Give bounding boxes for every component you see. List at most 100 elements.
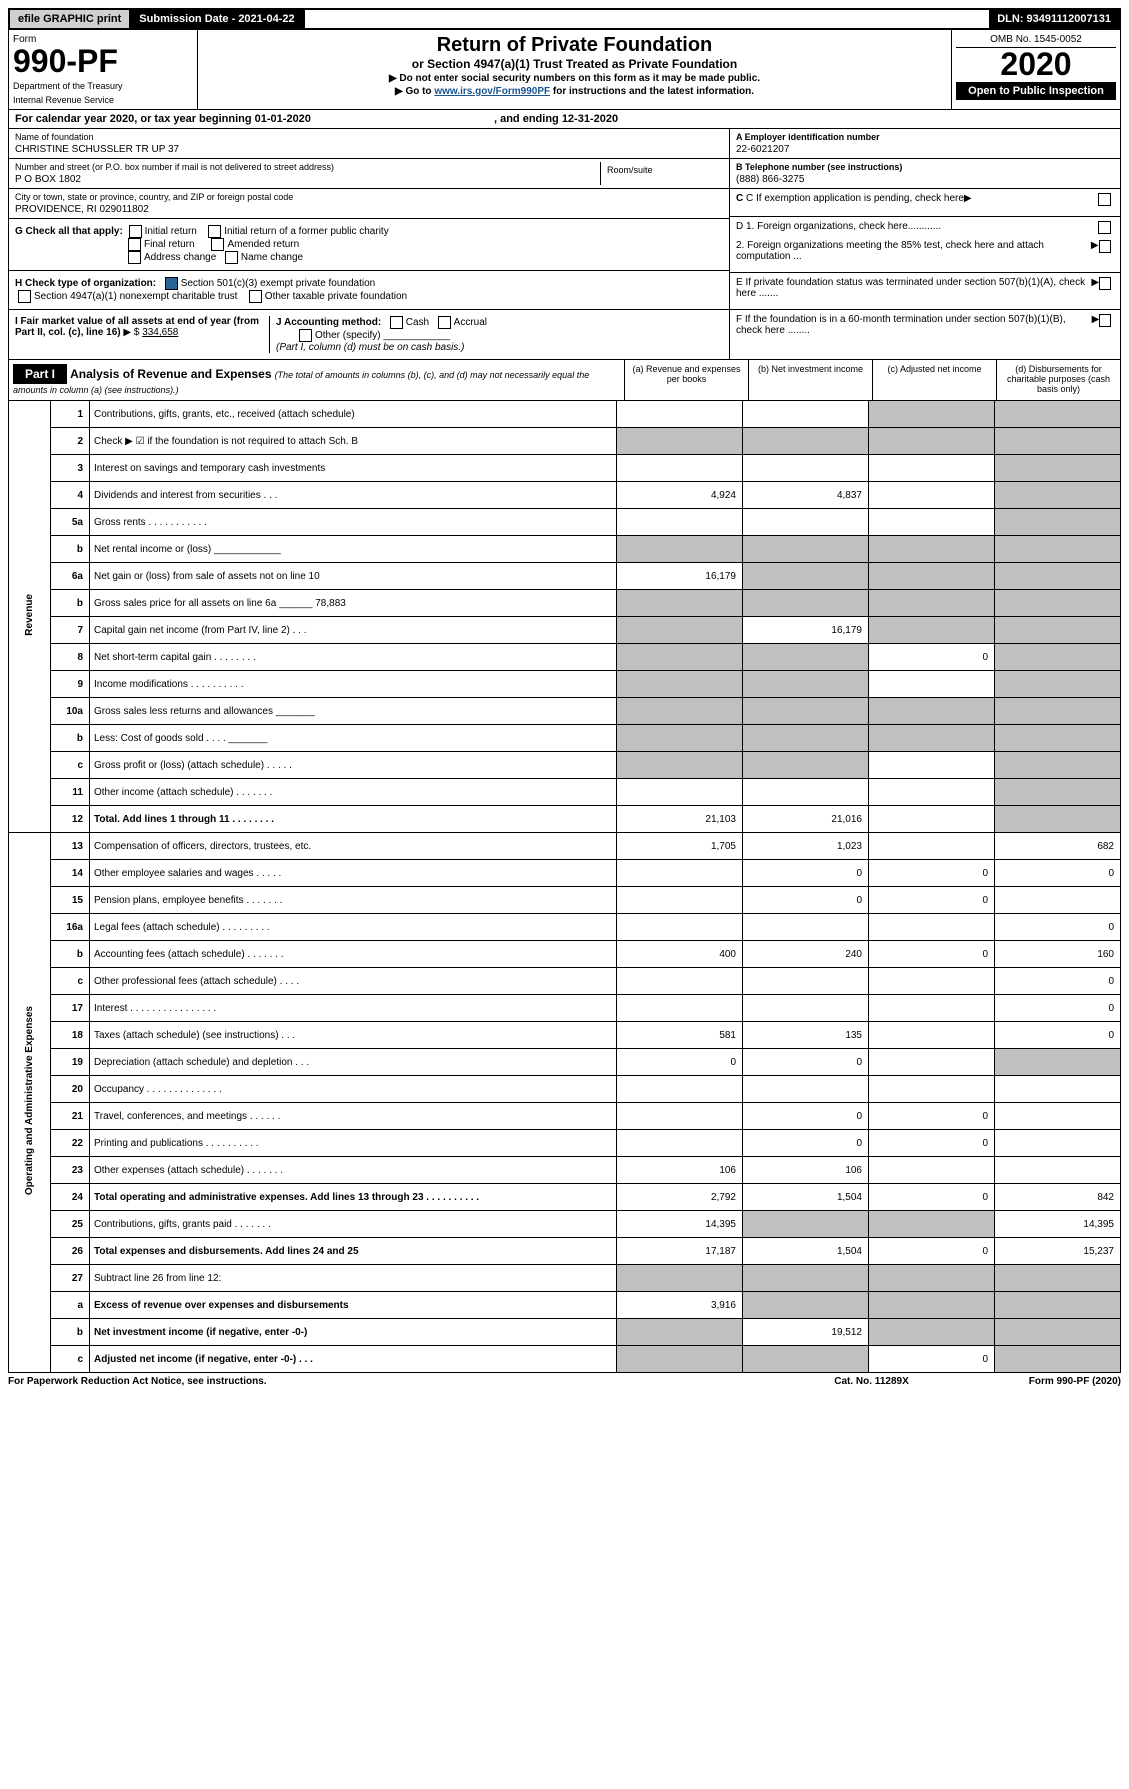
table-row: 16aLegal fees (attach schedule) . . . . … [9, 914, 1121, 941]
city-value: PROVIDENCE, RI 029011802 [15, 204, 723, 215]
ssn-warning: ▶ Do not enter social security numbers o… [202, 73, 947, 84]
address-value: P O BOX 1802 [15, 174, 600, 185]
line-desc: Total operating and administrative expen… [90, 1184, 617, 1211]
table-row: 4Dividends and interest from securities … [9, 482, 1121, 509]
page-footer: For Paperwork Reduction Act Notice, see … [8, 1373, 1121, 1390]
table-row: 21Travel, conferences, and meetings . . … [9, 1103, 1121, 1130]
revenue-side-label: Revenue [9, 401, 51, 833]
line-desc: Accounting fees (attach schedule) . . . … [90, 941, 617, 968]
other-method-checkbox[interactable] [299, 329, 312, 342]
table-row: bNet investment income (if negative, ent… [9, 1319, 1121, 1346]
col-b-header: (b) Net investment income [748, 360, 872, 400]
table-row: Revenue1Contributions, gifts, grants, et… [9, 401, 1121, 428]
initial-return-checkbox[interactable] [129, 225, 142, 238]
submission-date-button[interactable]: Submission Date - 2021-04-22 [131, 10, 304, 28]
501c3-checkbox[interactable] [165, 277, 178, 290]
catalog-number: Cat. No. 11289X [834, 1376, 908, 1387]
irs-link[interactable]: www.irs.gov/Form990PF [434, 86, 550, 97]
line-desc: Other expenses (attach schedule) . . . .… [90, 1157, 617, 1184]
table-row: 2Check ▶ ☑ if the foundation is not requ… [9, 428, 1121, 455]
foundation-name: CHRISTINE SCHUSSLER TR UP 37 [15, 144, 723, 155]
line-desc: Gross profit or (loss) (attach schedule)… [90, 752, 617, 779]
line-desc: Total expenses and disbursements. Add li… [90, 1238, 617, 1265]
f-label: F If the foundation is in a 60-month ter… [736, 314, 1092, 336]
table-row: 15Pension plans, employee benefits . . .… [9, 887, 1121, 914]
c-checkbox[interactable] [1098, 193, 1111, 206]
amended-return-checkbox[interactable] [211, 238, 224, 251]
4947-checkbox[interactable] [18, 290, 31, 303]
table-row: 5aGross rents . . . . . . . . . . . [9, 509, 1121, 536]
foundation-name-label: Name of foundation [15, 132, 723, 142]
table-row: cGross profit or (loss) (attach schedule… [9, 752, 1121, 779]
table-row: 11Other income (attach schedule) . . . .… [9, 779, 1121, 806]
calendar-year-row: For calendar year 2020, or tax year begi… [8, 110, 1121, 129]
line-desc: Gross sales less returns and allowances … [90, 698, 617, 725]
line-desc: Legal fees (attach schedule) . . . . . .… [90, 914, 617, 941]
c-label: C If exemption application is pending, c… [746, 193, 964, 204]
line-desc: Gross rents . . . . . . . . . . . [90, 509, 617, 536]
expenses-side-label: Operating and Administrative Expenses [9, 833, 51, 1373]
table-row: 24Total operating and administrative exp… [9, 1184, 1121, 1211]
part1-title: Analysis of Revenue and Expenses [70, 367, 271, 381]
line-desc: Less: Cost of goods sold . . . . _______ [90, 725, 617, 752]
table-row: 6aNet gain or (loss) from sale of assets… [9, 563, 1121, 590]
fmv-value: 334,658 [142, 327, 178, 338]
initial-former-checkbox[interactable] [208, 225, 221, 238]
dln-label: DLN: 93491112007131 [989, 10, 1119, 28]
efile-button[interactable]: efile GRAPHIC print [10, 10, 131, 28]
line-desc: Check ▶ ☑ if the foundation is not requi… [90, 428, 617, 455]
open-inspection-badge: Open to Public Inspection [956, 82, 1116, 100]
line-desc: Interest . . . . . . . . . . . . . . . . [90, 995, 617, 1022]
d1-checkbox[interactable] [1098, 221, 1111, 234]
table-row: 18Taxes (attach schedule) (see instructi… [9, 1022, 1121, 1049]
table-row: 19Depreciation (attach schedule) and dep… [9, 1049, 1121, 1076]
form-subtitle: or Section 4947(a)(1) Trust Treated as P… [202, 57, 947, 71]
final-return-checkbox[interactable] [128, 238, 141, 251]
address-change-checkbox[interactable] [128, 251, 141, 264]
phone-label: B Telephone number (see instructions) [736, 162, 1114, 172]
col-a-header: (a) Revenue and expenses per books [624, 360, 748, 400]
i-label: I Fair market value of all assets at end… [15, 316, 259, 338]
line-desc: Printing and publications . . . . . . . … [90, 1130, 617, 1157]
table-row: bAccounting fees (attach schedule) . . .… [9, 941, 1121, 968]
d1-label: D 1. Foreign organizations, check here [736, 221, 908, 232]
line-desc: Adjusted net income (if negative, enter … [90, 1346, 617, 1373]
tax-year: 2020 [956, 48, 1116, 80]
line-desc: Income modifications . . . . . . . . . . [90, 671, 617, 698]
dept-treasury: Department of the Treasury [13, 81, 193, 91]
paperwork-notice: For Paperwork Reduction Act Notice, see … [8, 1376, 267, 1387]
line-desc: Subtract line 26 from line 12: [90, 1265, 617, 1292]
line-desc: Net rental income or (loss) ____________ [90, 536, 617, 563]
info-section: Name of foundation CHRISTINE SCHUSSLER T… [8, 129, 1121, 360]
table-row: aExcess of revenue over expenses and dis… [9, 1292, 1121, 1319]
accrual-checkbox[interactable] [438, 316, 451, 329]
i-j-row: I Fair market value of all assets at end… [9, 310, 729, 359]
f-checkbox[interactable] [1099, 314, 1111, 327]
ein-label: A Employer identification number [736, 132, 1114, 142]
e-checkbox[interactable] [1099, 277, 1111, 290]
city-label: City or town, state or province, country… [15, 192, 723, 202]
table-row: 27Subtract line 26 from line 12: [9, 1265, 1121, 1292]
g-check-row: G Check all that apply: Initial return I… [9, 219, 729, 271]
phone-value: (888) 866-3275 [736, 174, 1114, 185]
table-row: bNet rental income or (loss) ___________… [9, 536, 1121, 563]
line-desc: Net gain or (loss) from sale of assets n… [90, 563, 617, 590]
table-row: 22Printing and publications . . . . . . … [9, 1130, 1121, 1157]
form-ref: Form 990-PF (2020) [1029, 1376, 1121, 1387]
table-row: 25Contributions, gifts, grants paid . . … [9, 1211, 1121, 1238]
line-desc: Excess of revenue over expenses and disb… [90, 1292, 617, 1319]
other-taxable-checkbox[interactable] [249, 290, 262, 303]
table-row: 3Interest on savings and temporary cash … [9, 455, 1121, 482]
table-row: 23Other expenses (attach schedule) . . .… [9, 1157, 1121, 1184]
revenue-expense-table: Revenue1Contributions, gifts, grants, et… [8, 401, 1121, 1373]
top-bar: efile GRAPHIC print Submission Date - 20… [8, 8, 1121, 30]
address-label: Number and street (or P.O. box number if… [15, 162, 600, 172]
form-title: Return of Private Foundation [202, 34, 947, 57]
table-row: 10aGross sales less returns and allowanc… [9, 698, 1121, 725]
line-desc: Capital gain net income (from Part IV, l… [90, 617, 617, 644]
line-desc: Total. Add lines 1 through 11 . . . . . … [90, 806, 617, 833]
d2-checkbox[interactable] [1099, 240, 1111, 253]
name-change-checkbox[interactable] [225, 251, 238, 264]
cash-checkbox[interactable] [390, 316, 403, 329]
line-desc: Net short-term capital gain . . . . . . … [90, 644, 617, 671]
